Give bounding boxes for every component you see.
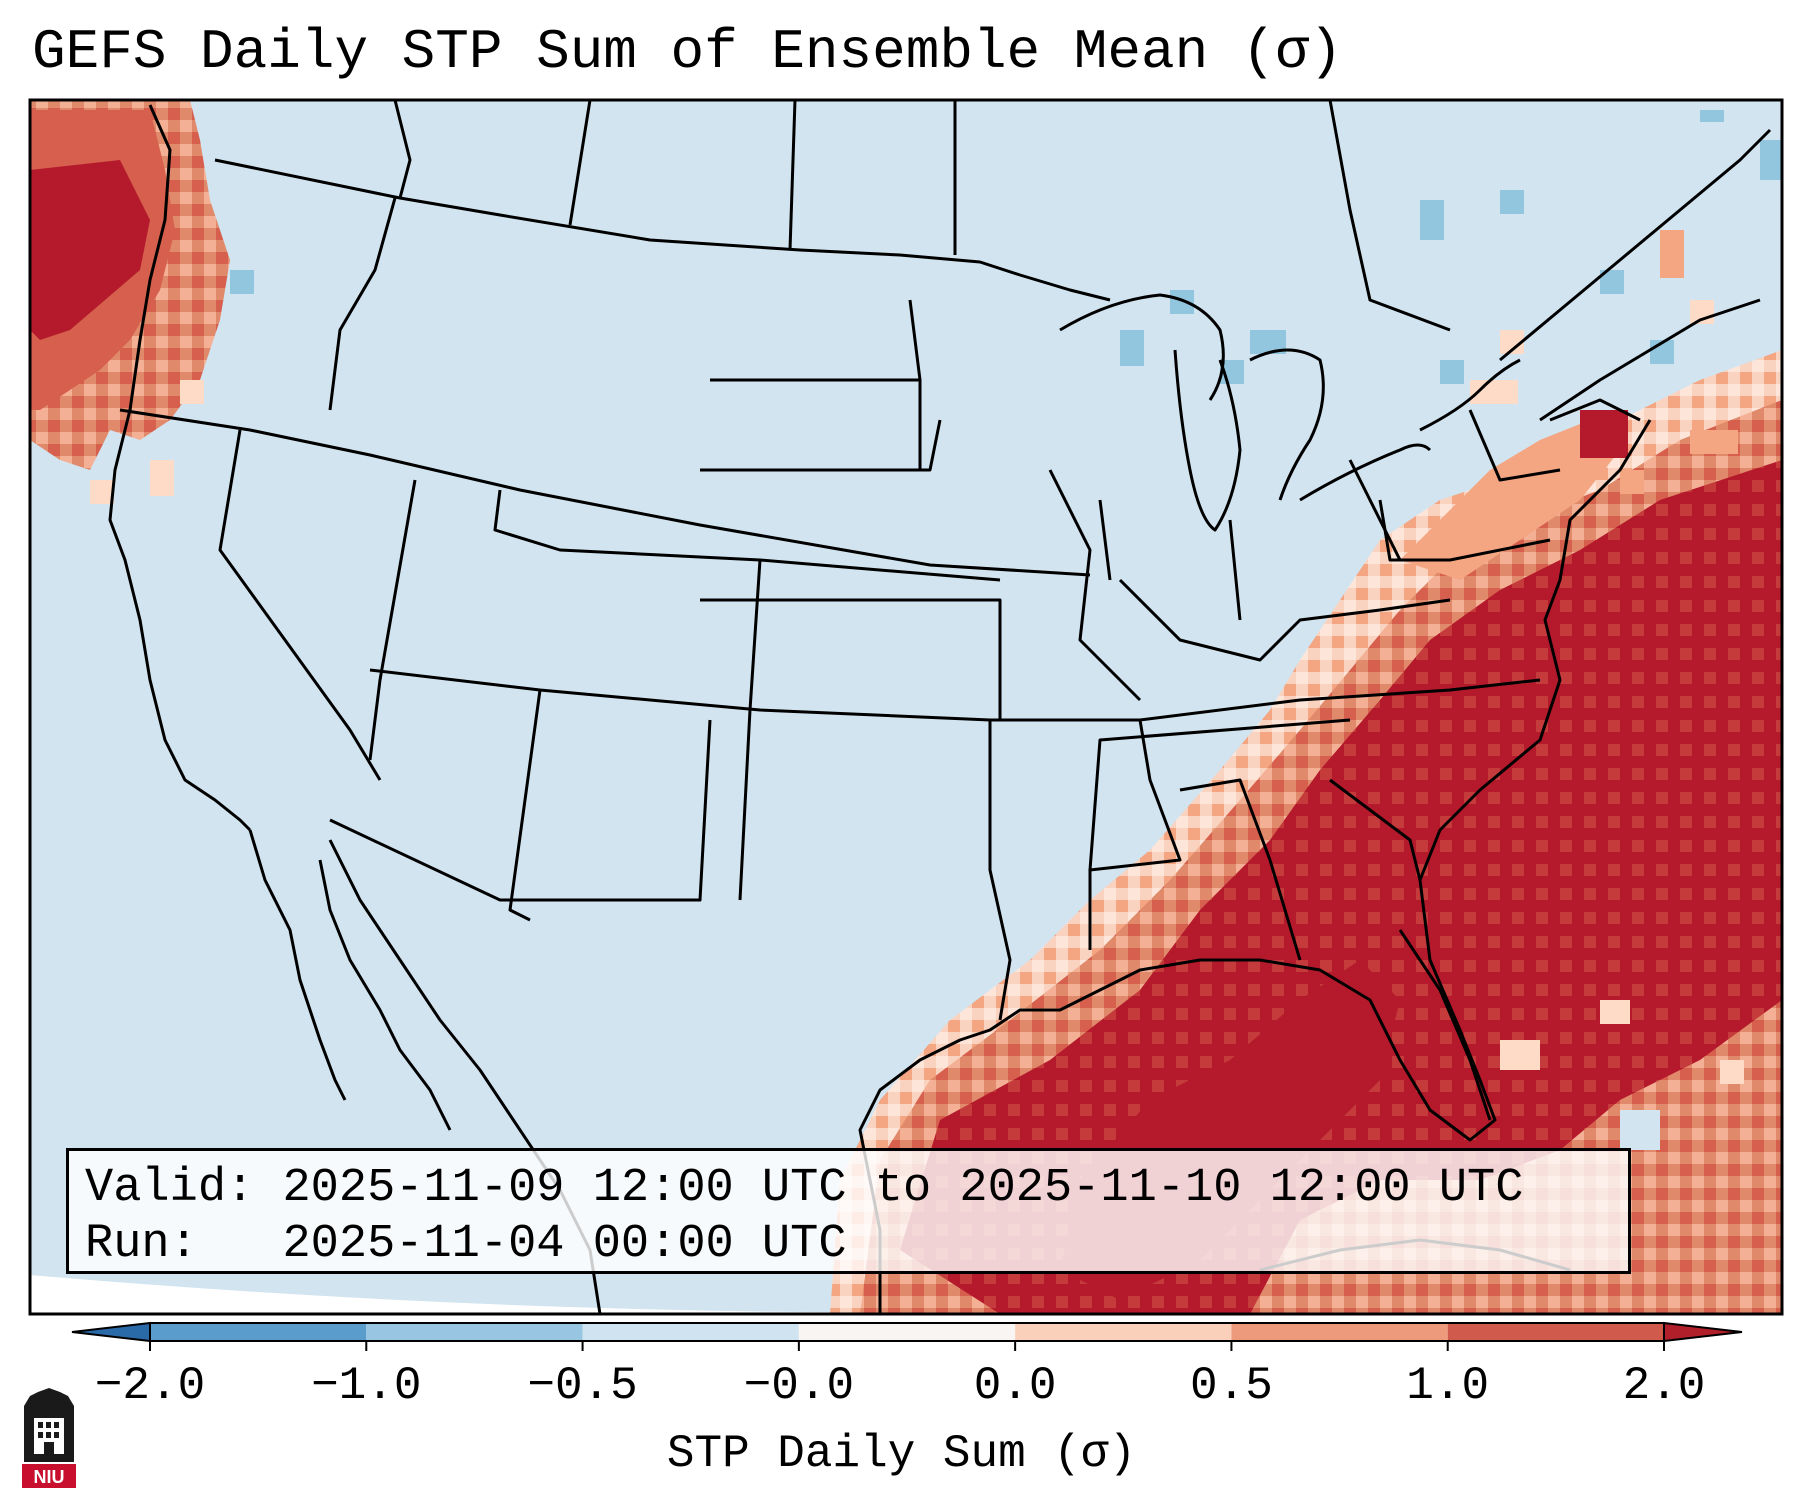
colorbar-segment <box>582 1323 799 1341</box>
colorbar-tick-labels: −2.0 −1.0 −0.5 −0.0 0.0 0.5 1.0 2.0 <box>0 1360 1803 1420</box>
run-label: Run: <box>85 1218 198 1271</box>
anomaly-northeast <box>1400 230 1714 580</box>
colorbar-frame <box>149 1322 1665 1342</box>
colorbar-over-extension <box>1663 1321 1743 1343</box>
colorbar-label: STP Daily Sum (σ) <box>666 1428 1137 1480</box>
colorbar-segment <box>366 1323 583 1341</box>
colorbar-segment <box>150 1323 367 1341</box>
niu-logo-icon: NIU <box>22 1388 76 1488</box>
colorbar-segment <box>1447 1323 1664 1341</box>
run-row: Run: 2025-11-04 00:00 UTC <box>85 1217 1614 1273</box>
anomaly-southeast <box>830 350 1782 1314</box>
chart-title: GEFS Daily STP Sum of Ensemble Mean (σ) <box>32 20 1343 84</box>
anomaly-pacific-northwest <box>30 100 230 504</box>
run-value: 2025-11-04 00:00 UTC <box>282 1218 847 1271</box>
colorbar-tick-label: −2.0 <box>94 1360 206 1412</box>
colorbar-tick-label: 1.0 <box>1406 1360 1490 1412</box>
colorbar-segment <box>798 1323 1016 1341</box>
map-frame <box>28 98 1784 1316</box>
colorbar-tick-label: 0.5 <box>1190 1360 1273 1412</box>
valid-value: 2025-11-09 12:00 UTC to 2025-11-10 12:00… <box>282 1162 1524 1215</box>
colorbar-tick-label: 2.0 <box>1622 1360 1706 1412</box>
colorbar-segment <box>1015 1323 1232 1341</box>
colorbar-tick-label: −0.5 <box>527 1360 638 1412</box>
colorbar-tick-label: 0.0 <box>973 1360 1057 1412</box>
colorbar-under-extension <box>71 1321 151 1343</box>
valid-label: Valid: <box>85 1162 255 1215</box>
logo-text: NIU <box>34 1467 65 1487</box>
valid-row: Valid: 2025-11-09 12:00 UTC to 2025-11-1… <box>85 1161 1614 1217</box>
colorbar-segment <box>1231 1323 1448 1341</box>
validity-info-box: Valid: 2025-11-09 12:00 UTC to 2025-11-1… <box>66 1148 1631 1274</box>
colorbar-tick-label: −0.0 <box>743 1360 855 1412</box>
colorbar-tick-label: −1.0 <box>311 1360 422 1412</box>
